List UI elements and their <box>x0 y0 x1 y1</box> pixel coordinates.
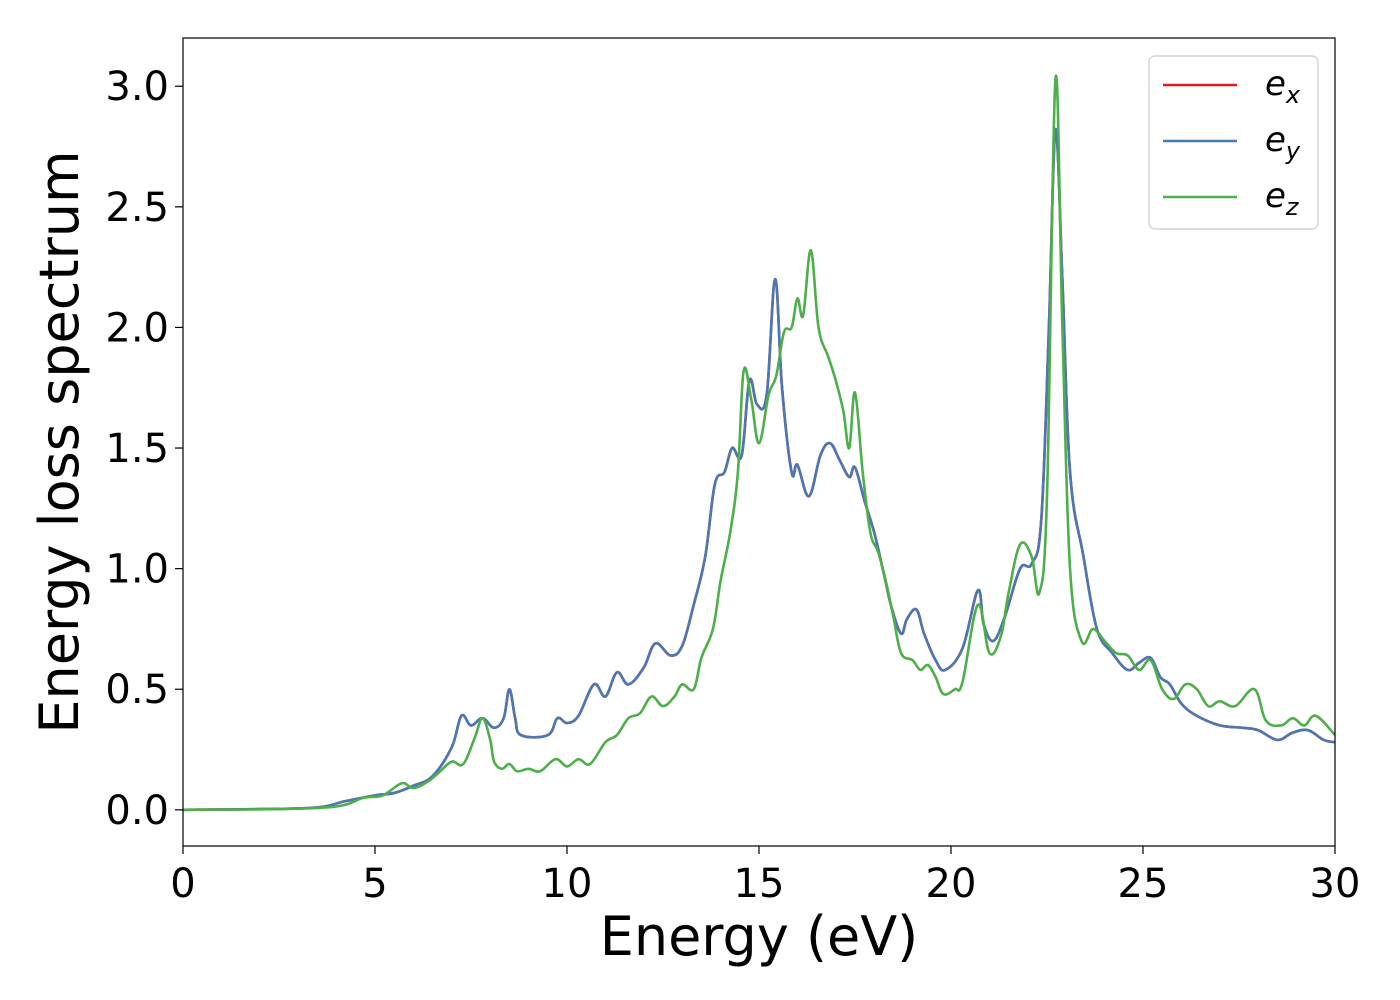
legend-label-e-x: ex <box>1265 64 1301 109</box>
series-line-e-z <box>183 74 1335 812</box>
series-layer <box>183 74 1335 812</box>
y-axis: 0.0 0.5 1.0 1.5 2.0 2.5 3.0 <box>105 64 183 834</box>
legend: ex ey ez <box>1148 55 1319 230</box>
x-tick-label: 30 <box>1310 861 1361 907</box>
x-tick-label: 0 <box>170 861 195 907</box>
x-axis: 0 5 10 15 20 25 30 <box>170 846 1360 907</box>
x-axis-label: Energy (eV) <box>600 905 919 968</box>
y-tick-label: 2.0 <box>105 305 169 351</box>
y-tick-label: 0.5 <box>105 667 169 713</box>
y-tick-label: 0.0 <box>105 788 169 834</box>
x-tick-label: 20 <box>926 861 977 907</box>
y-tick-label: 1.5 <box>105 426 169 472</box>
legend-label-e-z: ez <box>1265 176 1300 221</box>
y-axis-label: Energy loss spectrum <box>28 150 91 733</box>
x-tick-label: 15 <box>734 861 785 907</box>
x-tick-label: 10 <box>542 861 593 907</box>
y-tick-label: 3.0 <box>105 64 169 110</box>
legend-label-e-y: ey <box>1265 120 1301 165</box>
legend-box <box>1148 55 1319 230</box>
y-tick-label: 1.0 <box>105 547 169 593</box>
series-line-e-y <box>183 128 1335 812</box>
x-tick-label: 5 <box>362 861 387 907</box>
x-tick-label: 25 <box>1118 861 1169 907</box>
y-tick-label: 2.5 <box>105 185 169 231</box>
